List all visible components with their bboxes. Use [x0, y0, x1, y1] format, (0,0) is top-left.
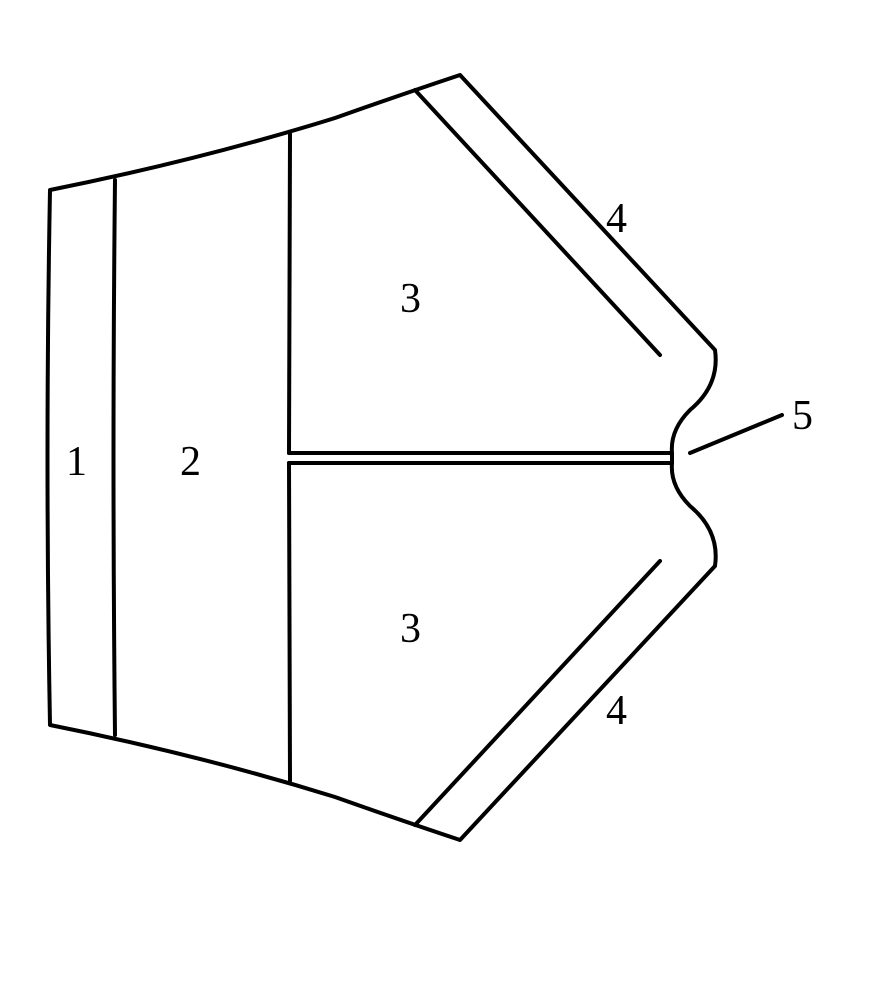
callout-5 [690, 415, 782, 453]
region-label-2: 2 [180, 438, 201, 486]
line-2-3-lower [289, 463, 290, 781]
region-label-4-upper: 4 [606, 195, 627, 243]
pattern-diagram [0, 0, 870, 1000]
region-label-5: 5 [792, 392, 813, 440]
line-1-2-divider [114, 180, 116, 735]
region-label-3-upper: 3 [400, 275, 421, 323]
region-label-1: 1 [66, 438, 87, 486]
inner-lines [114, 90, 783, 825]
region-label-4-lower: 4 [606, 687, 627, 735]
region-label-3-lower: 3 [400, 605, 421, 653]
line-2-3-upper [289, 134, 290, 453]
